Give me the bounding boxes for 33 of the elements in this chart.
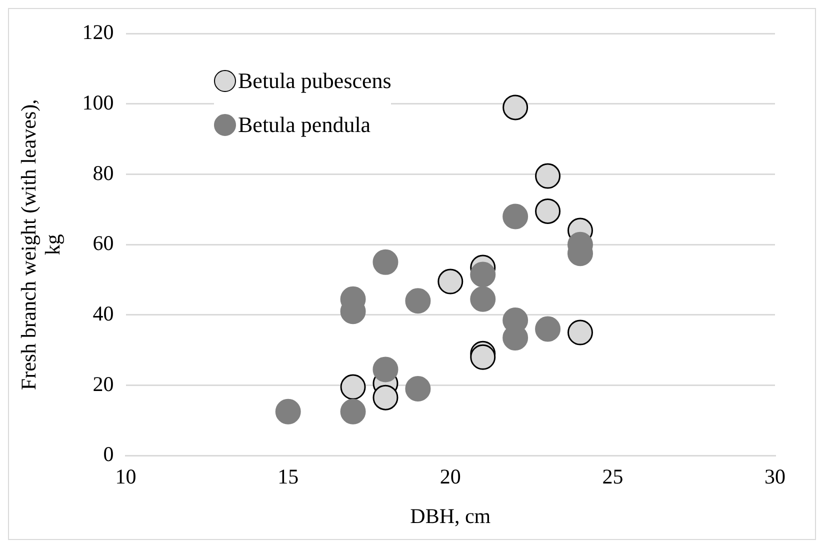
point: [502, 94, 528, 120]
y-tick-label: 60: [92, 231, 114, 256]
y-tick-label: 40: [92, 301, 114, 326]
x-tick-label: 25: [602, 464, 624, 489]
point: [275, 398, 301, 424]
point: [372, 384, 398, 410]
point: [340, 374, 366, 400]
point: [535, 198, 561, 224]
y-tick-label: 80: [92, 160, 114, 185]
x-tick-label: 20: [440, 464, 461, 489]
x-tick-label: 10: [115, 464, 136, 489]
point: [405, 376, 431, 402]
point: [502, 204, 528, 230]
legend-label: Betula pendula: [238, 111, 371, 139]
y-tick-label: 120: [82, 20, 114, 44]
y-axis-title: Fresh branch weight (with leaves), kg: [16, 99, 65, 390]
point: [535, 163, 561, 189]
x-axis-title: DBH, cm: [410, 504, 491, 528]
point: [438, 268, 464, 294]
point: [470, 286, 496, 312]
y-tick-label: 100: [82, 90, 114, 114]
point: [372, 249, 398, 275]
point: [372, 356, 398, 382]
y-tick-label: 20: [92, 372, 114, 396]
point: [340, 398, 366, 424]
point: [470, 262, 496, 288]
point: [535, 316, 561, 342]
x-tick-label: 15: [278, 464, 299, 489]
y-tick-label: 0: [103, 442, 114, 466]
point: [567, 320, 593, 346]
legend-label: Betula pubescens: [238, 67, 392, 95]
x-tick-label: 30: [764, 464, 786, 489]
point: [405, 288, 431, 314]
